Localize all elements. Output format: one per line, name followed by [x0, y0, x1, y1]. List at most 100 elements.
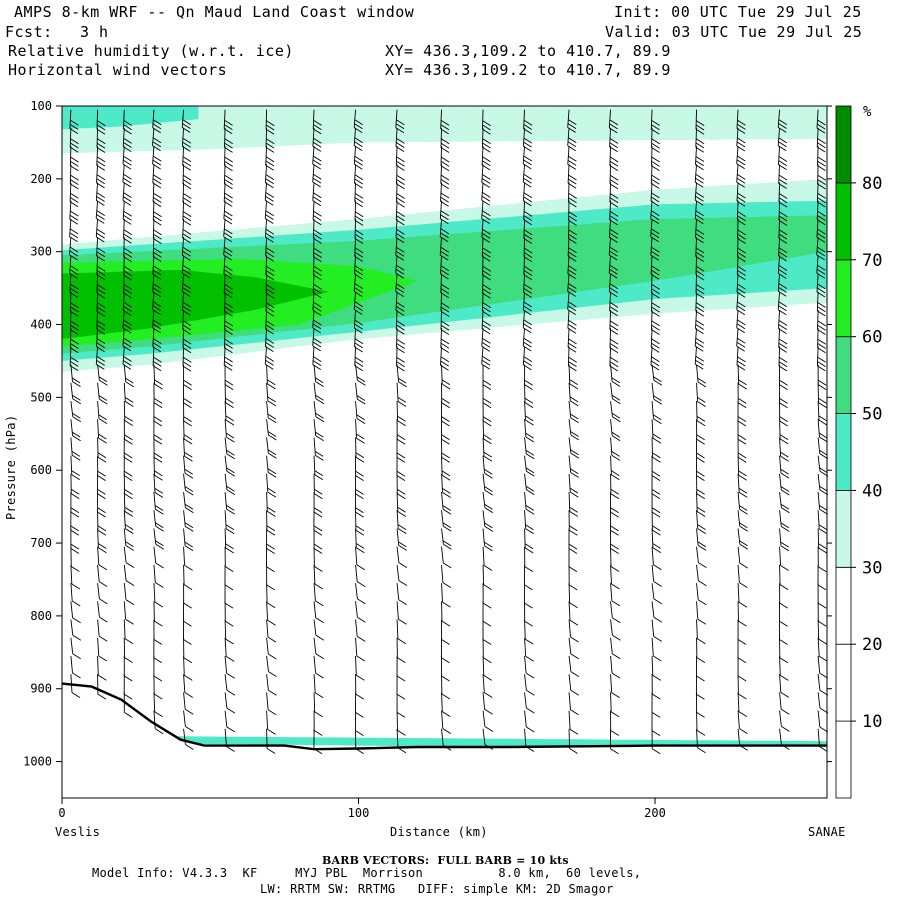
wind-barb — [224, 710, 236, 733]
barb-flag — [651, 356, 660, 363]
wind-barb — [610, 400, 621, 423]
barb-flag — [819, 508, 828, 515]
wind-barb — [651, 546, 662, 571]
barb-flag — [569, 748, 578, 754]
barb-flag — [356, 433, 365, 440]
barb-flag — [440, 228, 450, 235]
barb-flag — [396, 215, 405, 222]
wind-barb — [695, 109, 705, 135]
barb-shaft — [568, 728, 571, 749]
barb-flag — [99, 616, 108, 623]
barb-flag — [737, 270, 746, 276]
plot-frame — [61, 105, 828, 799]
barb-shaft — [524, 419, 527, 438]
wind-barb — [97, 364, 108, 386]
barb-flag — [609, 264, 619, 271]
barb-flag — [354, 283, 364, 289]
barb-shaft — [396, 510, 399, 529]
barb-shaft — [183, 710, 186, 727]
barb-flag — [182, 328, 191, 335]
barb-flag — [695, 292, 705, 299]
barb-flag — [651, 292, 660, 299]
barb-flag — [651, 156, 660, 163]
barb-shaft — [312, 309, 315, 328]
barb-flag — [736, 141, 746, 148]
barb-flag — [123, 284, 133, 290]
barb-flag — [70, 338, 79, 345]
wind-barb — [224, 637, 235, 662]
wind-barb — [182, 164, 192, 190]
barb-flag — [738, 383, 747, 390]
barb-flag — [125, 381, 135, 388]
wind-barb — [651, 510, 661, 536]
wind-barb — [182, 182, 192, 208]
barb-shaft — [396, 619, 399, 639]
barb-shaft — [817, 528, 820, 549]
wind-barb — [651, 364, 663, 386]
barb-shaft — [224, 528, 227, 549]
barb-flag — [524, 397, 534, 404]
barb-flag — [482, 398, 492, 404]
wind-barb — [182, 309, 192, 335]
wind-barb — [650, 273, 660, 299]
barb-flag — [697, 541, 707, 548]
barb-flag — [609, 320, 619, 327]
barb-flag — [819, 485, 828, 492]
wind-barb — [313, 528, 323, 554]
barb-flag — [355, 748, 364, 755]
barb-shaft — [695, 273, 697, 294]
wind-barb — [70, 382, 81, 405]
barb-shaft — [779, 728, 782, 745]
barb-shaft — [353, 309, 356, 329]
barb-flag — [569, 379, 578, 385]
barb-flag — [265, 342, 274, 348]
barb-flag — [524, 620, 533, 627]
barb-flag — [778, 265, 788, 271]
barb-flag — [778, 324, 787, 330]
barb-flag — [313, 337, 322, 344]
barb-flag — [695, 156, 705, 162]
wind-barb — [482, 546, 493, 571]
barb-flag — [695, 160, 704, 167]
wind-barb — [224, 400, 235, 426]
barb-flag — [778, 247, 788, 254]
barb-flag — [183, 384, 192, 390]
barb-shaft — [778, 146, 781, 165]
barb-flag — [568, 338, 577, 345]
barb-flag — [440, 232, 449, 239]
barb-flag — [817, 329, 826, 335]
barb-flag — [482, 174, 491, 180]
barb-flag — [153, 420, 163, 427]
barb-flag — [265, 288, 275, 295]
barb-flag — [395, 142, 405, 148]
barb-flag — [97, 511, 106, 518]
wind-barb — [610, 637, 621, 660]
wind-barb — [779, 492, 790, 514]
barb-flag — [182, 237, 191, 244]
barb-flag — [440, 283, 450, 290]
barb-flag — [123, 270, 133, 277]
barb-shaft — [70, 437, 73, 456]
barb-flag — [356, 376, 366, 383]
y-tick-label: 100 — [30, 99, 52, 113]
barb-flag — [525, 528, 534, 535]
wind-barb — [265, 109, 275, 135]
barb-shaft — [817, 419, 820, 438]
barb-shaft — [440, 255, 442, 275]
barb-shaft — [568, 419, 572, 436]
barb-flag — [356, 655, 366, 662]
barb-flag — [267, 400, 277, 407]
barb-flag — [224, 306, 233, 313]
barb-flag — [70, 507, 80, 514]
barb-flag — [313, 252, 322, 258]
wind-barb — [779, 546, 789, 571]
barb-flag — [70, 156, 79, 163]
wind-barb — [481, 291, 491, 317]
barb-flag — [97, 470, 106, 477]
barb-flag — [69, 361, 79, 367]
barb-flag — [526, 453, 535, 460]
wind-barb — [313, 237, 322, 263]
barb-flag — [567, 255, 577, 262]
barb-flag — [569, 602, 578, 609]
barb-flag — [738, 693, 747, 700]
